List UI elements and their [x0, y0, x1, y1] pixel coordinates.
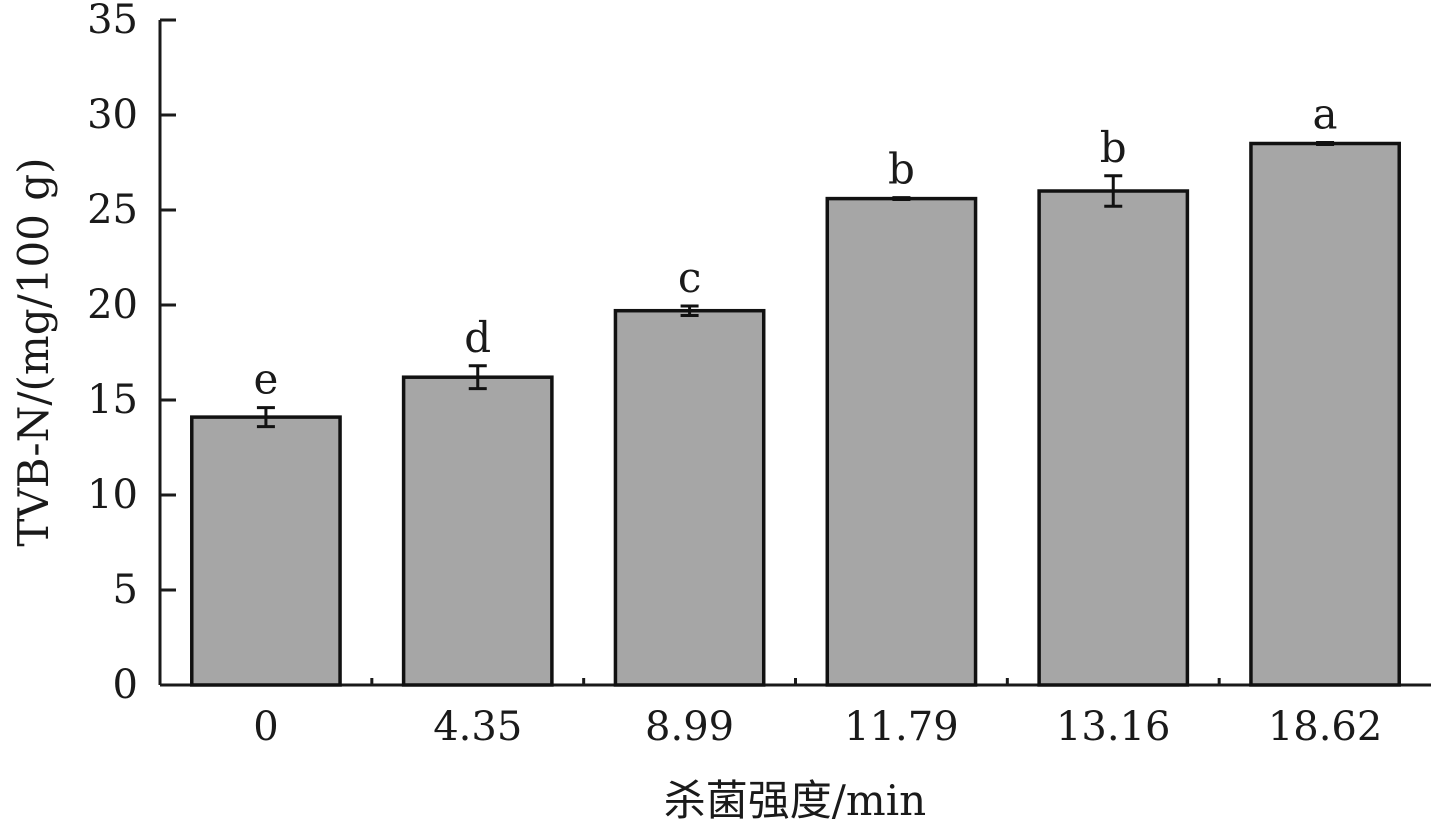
error-bar [256, 406, 275, 429]
error-bar [1104, 174, 1123, 208]
significance-labels: e d c b b a [253, 90, 1337, 404]
x-tick-label: 8.99 [645, 704, 734, 750]
significance-label: c [678, 253, 702, 302]
error-bars [256, 141, 1335, 429]
y-tick-label: 35 [87, 0, 138, 43]
y-tick-label: 10 [87, 472, 138, 518]
bars [190, 141, 1401, 687]
significance-label: b [1100, 123, 1127, 172]
bar [1037, 189, 1190, 687]
x-axis-title: 杀菌强度/min [664, 776, 926, 823]
significance-label: d [464, 313, 491, 362]
y-axis: 0 5 10 15 20 25 30 35 [87, 0, 176, 708]
x-tick-label: 13.16 [1056, 704, 1171, 750]
bar [401, 375, 554, 687]
y-tick-label: 20 [87, 282, 138, 328]
error-bar [468, 364, 487, 391]
x-tick-label: 0 [253, 704, 278, 750]
bar [1249, 141, 1401, 687]
y-tick-label: 0 [113, 662, 138, 708]
y-tick-label: 30 [87, 92, 138, 138]
x-tick-label: 4.35 [433, 704, 522, 750]
bar [613, 308, 766, 687]
significance-label: b [888, 145, 915, 194]
x-axis: 0 4.35 8.99 11.79 13.16 18.62 [160, 678, 1431, 750]
bar [825, 196, 978, 687]
x-tick-label: 18.62 [1268, 704, 1383, 750]
error-bar [892, 196, 911, 202]
y-axis-title: TVB-N/(mg/100 g) [9, 157, 58, 546]
error-bar [1316, 141, 1335, 146]
bar [190, 415, 342, 687]
significance-label: a [1313, 90, 1338, 139]
y-tick-label: 15 [87, 377, 138, 423]
error-bar [680, 304, 699, 317]
y-tick-label: 25 [87, 187, 138, 233]
significance-label: e [253, 355, 278, 404]
x-tick-label: 11.79 [844, 704, 959, 750]
y-tick-label: 5 [113, 567, 138, 613]
